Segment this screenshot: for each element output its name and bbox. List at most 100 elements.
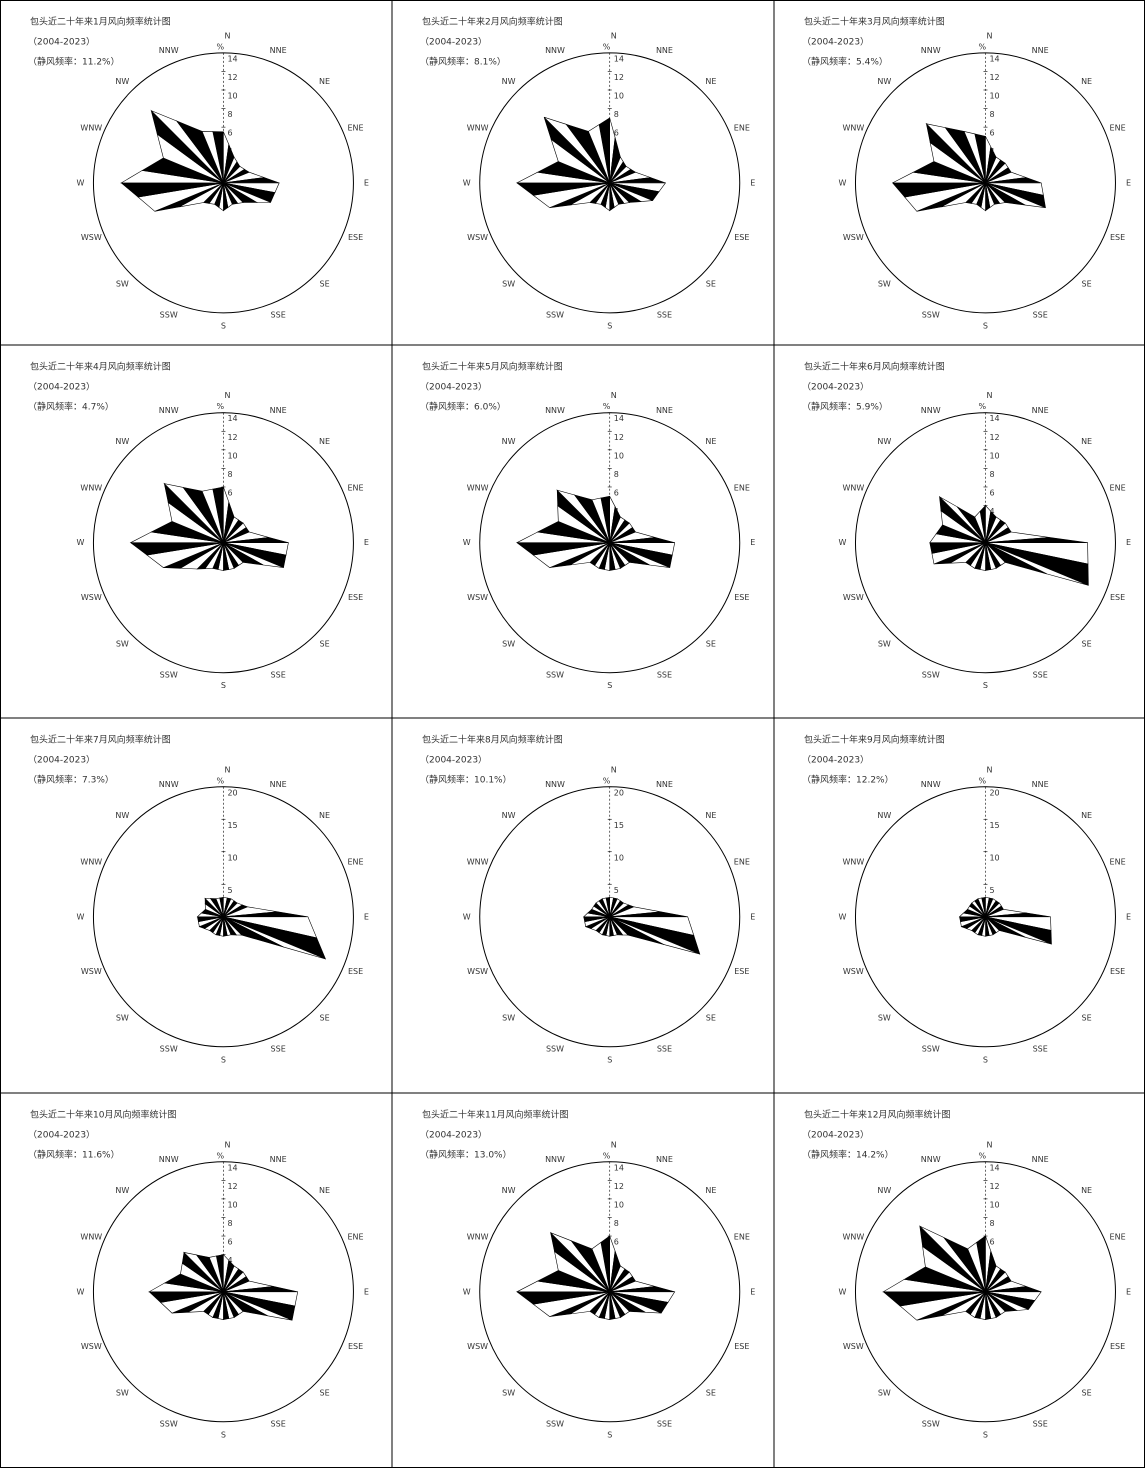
direction-label: SW [116,279,129,288]
r-tick-label: 15 [989,821,999,830]
direction-label: ESE [1110,593,1125,602]
direction-label: NE [319,1186,330,1195]
direction-label: WSW [843,233,864,242]
r-tick-label: 20 [989,788,999,797]
direction-label: WSW [81,1342,102,1351]
direction-label: SE [319,279,329,288]
calm-note: （静风频率：12.2%） [802,774,894,786]
direction-label: ESE [1110,233,1125,242]
chart-title: 包头近二十年来1月风向频率统计图 [30,16,171,28]
direction-label: ESE [348,593,363,602]
r-tick-label: 14 [989,1163,999,1172]
direction-label: W [76,1287,84,1296]
direction-label: SW [116,639,129,648]
direction-label: SW [878,279,891,288]
r-tick-label: 8 [614,470,619,479]
calm-note: （静风频率：4.7%） [28,401,114,413]
direction-label: SSE [1033,670,1048,679]
r-tick-label: 8 [989,110,994,119]
chart-subtitle: （2004-2023） [802,382,869,393]
r-tick-label: 8 [989,1219,994,1228]
direction-label: NE [705,811,716,820]
chart-subtitle: （2004-2023） [420,1130,487,1141]
r-tick-label: 6 [614,488,619,497]
direction-label: S [983,1430,988,1439]
r-tick-label: 12 [614,433,624,442]
direction-label: S [221,1055,226,1064]
r-tick-label: 8 [989,470,994,479]
r-tick-label: 12 [227,1182,237,1191]
direction-label: NNW [545,406,565,415]
direction-label: NW [502,77,516,86]
direction-label: SE [706,639,716,648]
direction-label: WSW [81,967,102,976]
direction-label: ENE [348,124,364,133]
r-tick-label: 10 [227,451,237,460]
calm-note: （静风频率：7.3%） [28,774,114,786]
r-tick-label: 8 [227,110,232,119]
direction-label: NW [877,437,891,446]
r-tick-label: 4 [989,507,994,516]
r-tick-label: 5 [614,886,619,895]
chart-title: 包头近二十年来2月风向频率统计图 [422,16,563,28]
direction-label: S [983,1055,988,1064]
chart-subtitle: （2004-2023） [28,1130,95,1141]
direction-label: WSW [467,967,488,976]
direction-label: SE [1082,639,1092,648]
direction-label: NE [1081,811,1092,820]
direction-label: ENE [1110,858,1126,867]
direction-label: NNE [1032,46,1049,55]
r-tick-label: 10 [227,1200,237,1209]
direction-label: SSE [1033,1044,1048,1053]
direction-label: S [607,681,612,690]
direction-label: S [983,321,988,330]
direction-label: S [221,321,226,330]
direction-label: N [986,391,992,400]
chart-title: 包头近二十年来3月风向频率统计图 [804,16,945,28]
direction-label: S [983,681,988,690]
direction-label: S [607,1430,612,1439]
chart-subtitle: （2004-2023） [28,37,95,48]
direction-label: WSW [843,593,864,602]
r-tick-label: 12 [227,73,237,82]
direction-label: NW [115,811,129,820]
r-tick-label: 10 [614,1200,624,1209]
direction-label: WNW [842,483,864,492]
direction-label: SE [319,1013,329,1022]
chart-subtitle: （2004-2023） [802,1130,869,1141]
direction-label: WSW [467,593,488,602]
direction-label: SSW [922,310,940,319]
direction-label: SW [878,1013,891,1022]
r-tick-label: 4 [227,1256,232,1265]
direction-label: W [463,912,471,921]
direction-label: NE [705,77,716,86]
direction-label: W [76,912,84,921]
chart-title: 包头近二十年来8月风向频率统计图 [422,734,563,746]
direction-label: NNW [545,46,565,55]
chart-title: 包头近二十年来4月风向频率统计图 [30,361,171,373]
direction-label: ESE [734,593,749,602]
direction-label: W [463,178,471,187]
direction-label: SSE [657,310,672,319]
direction-label: SW [502,1388,515,1397]
direction-label: ENE [734,124,750,133]
direction-label: SSE [271,1044,286,1053]
direction-label: NNE [656,406,673,415]
direction-label: N [986,765,992,774]
direction-label: NW [877,811,891,820]
direction-label: NNW [921,46,941,55]
direction-label: WSW [81,593,102,602]
direction-label: SW [878,639,891,648]
direction-label: E [750,1287,755,1296]
direction-label: WNW [80,483,102,492]
direction-label: SSW [546,310,564,319]
direction-label: S [221,1430,226,1439]
direction-label: WNW [80,1233,102,1242]
direction-label: SSW [160,670,178,679]
direction-label: SW [116,1388,129,1397]
direction-label: NNE [1032,1155,1049,1164]
r-tick-label: 20 [227,788,237,797]
petal-light [208,1255,224,1292]
direction-label: SSE [1033,1419,1048,1428]
direction-label: NNE [1032,406,1049,415]
